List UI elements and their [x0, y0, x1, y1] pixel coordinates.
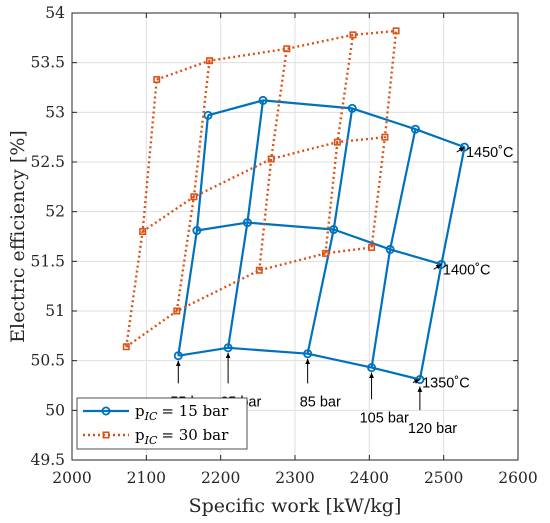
y-tick-label: 50.5 [30, 352, 65, 370]
x-axis-title: Specific work [kW/kg] [189, 495, 402, 517]
axes: 2000 2100 2200 2300 2400 2500 2600 49.5 50 50.5 51… [7, 4, 538, 517]
legend-box [76, 397, 248, 450]
x-tick-label: 2100 [127, 469, 166, 487]
annotation-label: 105 bar [360, 410, 409, 426]
data-point [173, 307, 181, 315]
data-point [206, 57, 214, 65]
plot-frame [71, 12, 519, 461]
y-tick-label: 51.5 [30, 252, 65, 270]
y-tick-label: 54 [45, 4, 65, 22]
data-point [321, 249, 329, 257]
data-point [349, 31, 357, 39]
annotation-label: 85 bar [300, 394, 341, 410]
data-point [153, 76, 161, 84]
data-point [192, 226, 202, 236]
pressure-line [258, 48, 288, 271]
legend-label-subscript: IC [144, 410, 158, 423]
annotation-arrow [412, 379, 421, 384]
data-point [223, 343, 233, 353]
pressure-line [370, 128, 417, 368]
data-point [329, 225, 339, 235]
pressure-line [177, 115, 210, 356]
data-point [368, 243, 376, 251]
legend-label-value: = 15 bar [161, 402, 229, 420]
pressure-line [227, 100, 265, 348]
temperature-line [156, 29, 397, 81]
pressure-line [125, 79, 158, 347]
temperature-line [125, 246, 372, 348]
data-point [267, 155, 275, 163]
data-point [122, 343, 130, 351]
data-point [392, 27, 400, 35]
annotation-label: 120 bar [408, 421, 457, 437]
data-point [255, 266, 263, 274]
data-point [242, 218, 252, 228]
x-tick-label: 2000 [52, 469, 91, 487]
data-point [333, 138, 341, 146]
series-pic-30-bar [122, 27, 400, 351]
legend-label-value: = 30 bar [161, 426, 229, 444]
legend-label: pIC = 30 bar [135, 426, 229, 447]
y-axis-title: Electric efficiency [%] [7, 130, 29, 343]
data-point [303, 349, 313, 359]
x-tick-label: 2500 [424, 469, 463, 487]
data-point [258, 95, 268, 105]
annotation-label: 1350˚C [422, 376, 470, 392]
x-tick-label: 2400 [350, 469, 389, 487]
y-tick-label: 52.5 [30, 153, 65, 171]
data-point [139, 228, 147, 236]
data-point [190, 193, 198, 201]
pressure-line [370, 30, 398, 248]
x-tick-label: 2200 [201, 469, 240, 487]
y-tick-label: 53.5 [30, 54, 65, 72]
data-point [347, 103, 357, 113]
legend-label-subscript: IC [144, 434, 158, 447]
temperature-line [141, 136, 386, 233]
y-tick-label: 50 [45, 401, 65, 419]
x-tick-label: 2300 [275, 469, 314, 487]
data-point [173, 351, 183, 361]
pressure-line [306, 108, 354, 354]
legend-label: pIC = 15 bar [135, 402, 229, 423]
series-pic-15-bar [173, 95, 469, 385]
y-tick-label: 51 [45, 302, 65, 320]
series-group [122, 27, 469, 385]
y-tick-label: 49.5 [30, 451, 65, 469]
x-tick-label: 2600 [498, 469, 537, 487]
data-point [367, 363, 377, 373]
y-tick-label: 52 [45, 203, 65, 221]
legend-marker [101, 406, 111, 416]
annotation-arrow [456, 146, 465, 153]
data-point [410, 124, 420, 134]
pressure-line [175, 60, 211, 312]
data-point [381, 133, 389, 141]
annotation-arrow [433, 263, 442, 270]
legend-label-symbol: p [135, 426, 145, 444]
pressure-line [324, 34, 355, 254]
annotation-label: 1400˚C [443, 262, 491, 278]
legend-label-symbol: p [135, 402, 145, 420]
data-point [283, 45, 291, 53]
legend-marker [102, 431, 110, 439]
data-point [203, 110, 213, 120]
y-tick-label: 53 [45, 103, 65, 121]
data-point [385, 244, 395, 254]
annotation-label: 1450˚C [466, 145, 514, 161]
